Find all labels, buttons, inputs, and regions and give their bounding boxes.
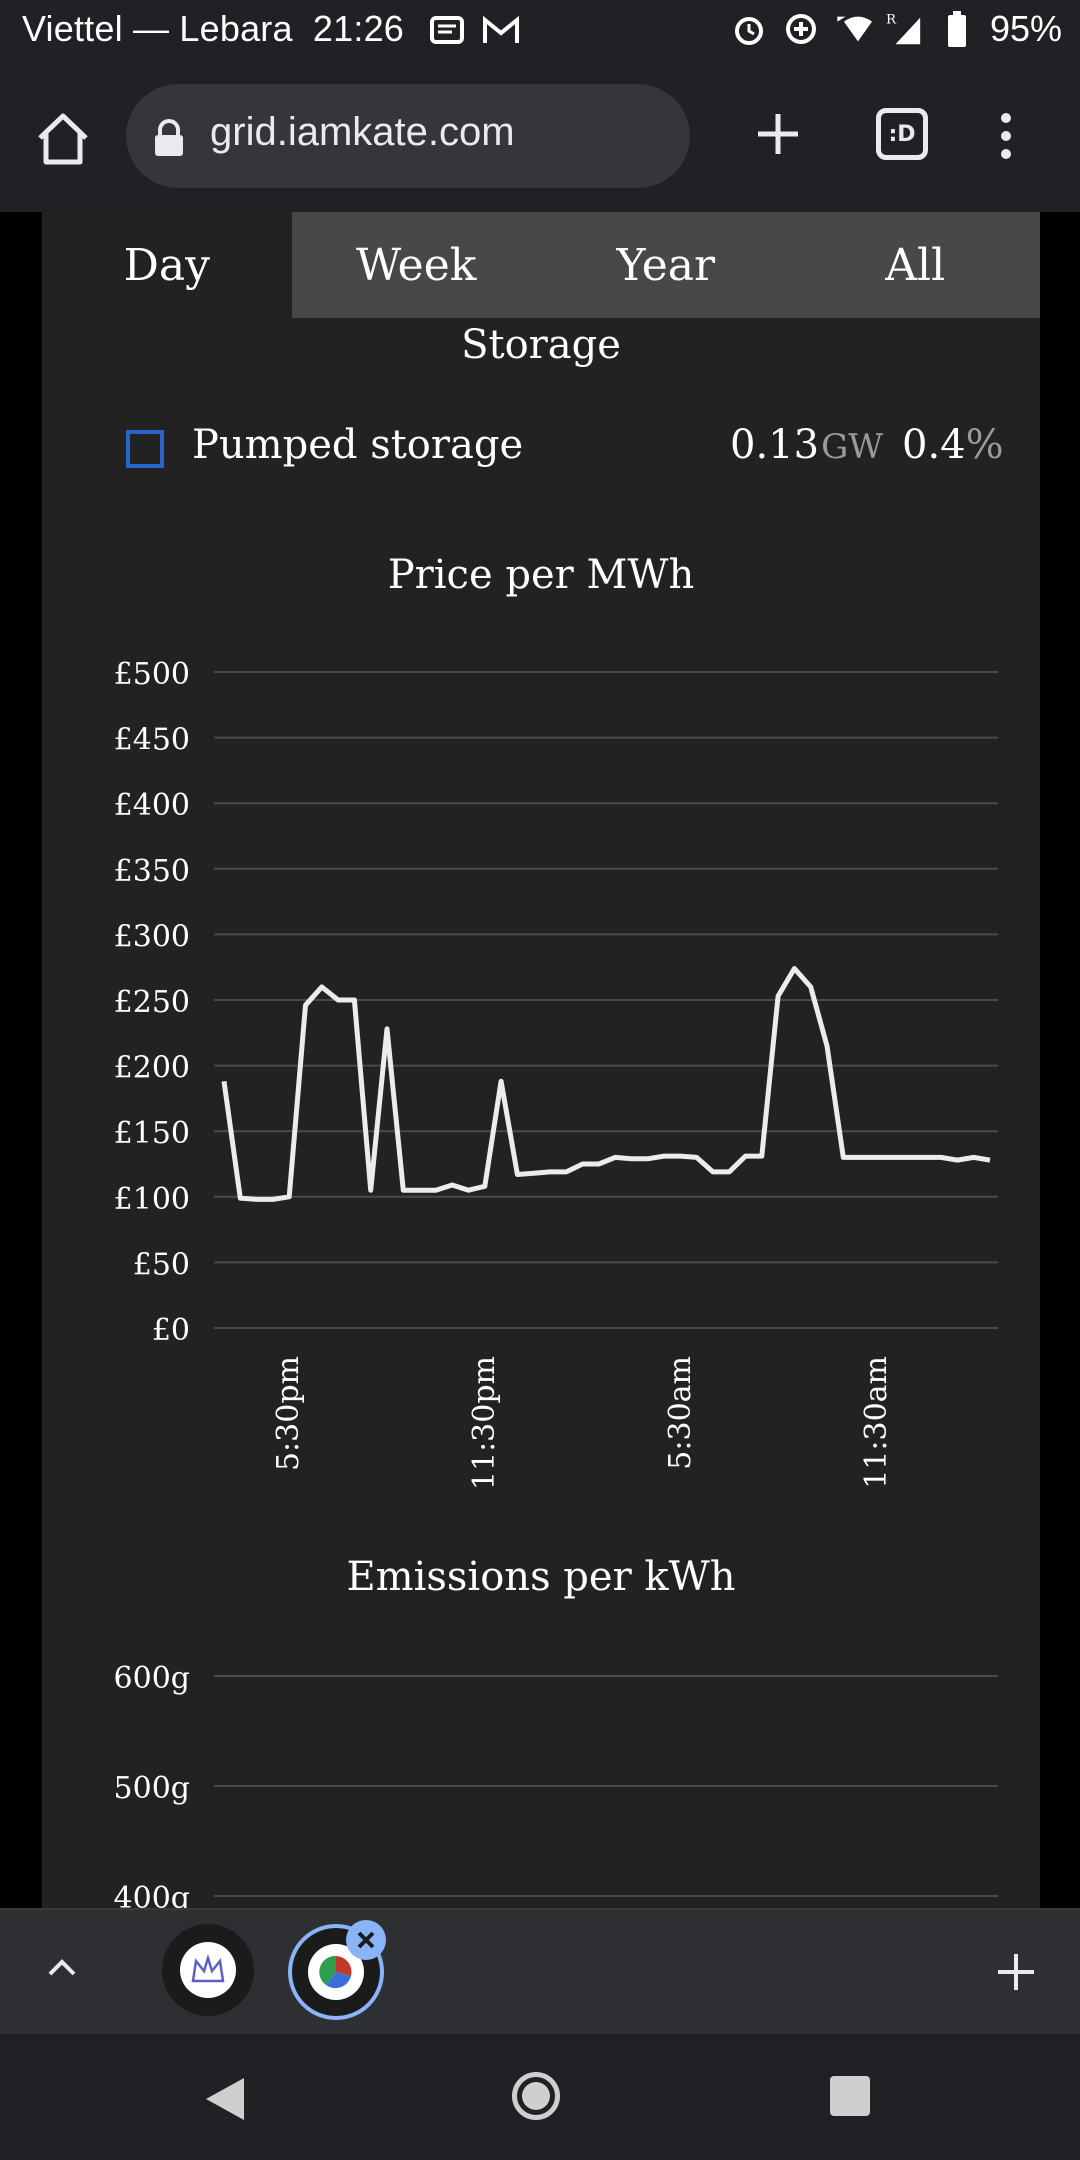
storage-percent-number: 0.4 — [902, 422, 966, 468]
close-tab-button[interactable] — [346, 1920, 386, 1960]
emissions-y-tick-label: 400g — [114, 1881, 190, 1908]
home-nav-button[interactable] — [512, 2072, 560, 2120]
overflow-menu-button[interactable] — [994, 106, 1018, 166]
storage-value-unit: GW — [821, 427, 884, 467]
home-icon — [38, 113, 88, 165]
tab-switcher-button[interactable]: :D — [876, 108, 928, 160]
price-x-tick-label: 11:30am — [859, 1356, 894, 1489]
expand-tabs-button[interactable] — [40, 1946, 84, 1990]
address-bar[interactable]: grid.iamkate.com — [126, 84, 690, 188]
pie-chart-icon — [319, 1955, 352, 1989]
browser-toolbar: grid.iamkate.com :D — [0, 64, 1080, 214]
gmail-icon — [482, 12, 520, 50]
carrier-name: Viettel — Lebara — [22, 8, 293, 49]
storage-item-value: 0.13GW — [730, 422, 883, 468]
tab-all[interactable]: All — [790, 212, 1040, 318]
tab-thumbnail-2[interactable] — [288, 1924, 384, 2020]
storage-title: Storage — [461, 322, 621, 368]
signal-icon: R — [886, 10, 924, 48]
data-saver-icon — [782, 10, 820, 48]
emissions-chart: 600g 500g 400g — [114, 1661, 998, 1908]
price-y-tick-label: £300 — [114, 919, 190, 954]
tab-week[interactable]: Week — [291, 212, 541, 318]
emissions-chart-title: Emissions per kWh — [346, 1554, 736, 1600]
period-tabs: Day Week Year All — [42, 212, 1040, 318]
new-tab-strip-button[interactable] — [994, 1950, 1038, 1994]
wifi-icon — [834, 10, 872, 48]
url-text: grid.iamkate.com — [210, 110, 515, 154]
alarm-icon — [730, 10, 768, 48]
web-page: Day Week Year All Storage Pumped storage… — [0, 212, 1080, 1908]
system-icons: R 95% — [730, 8, 1062, 50]
close-icon — [357, 1931, 375, 1949]
plus-icon — [998, 1954, 1034, 1990]
status-left: Viettel — Lebara 21:26 — [22, 8, 414, 50]
price-y-tick-label: £200 — [114, 1051, 190, 1086]
storage-item-percent: 0.4% — [902, 422, 1004, 468]
price-y-tick-label: £400 — [114, 788, 190, 823]
new-tab-button[interactable] — [748, 104, 808, 164]
price-y-tick-label: £350 — [114, 854, 190, 889]
price-y-tick-label: £150 — [114, 1116, 190, 1151]
roaming-indicator: R — [886, 12, 897, 27]
price-series-line — [221, 966, 991, 1202]
crown-logo-icon — [191, 1955, 225, 1983]
home-button[interactable] — [32, 108, 94, 170]
storage-percent-unit: % — [965, 422, 1004, 468]
price-y-tick-label: £0 — [152, 1313, 190, 1348]
legend-checkbox[interactable] — [126, 430, 164, 468]
status-bar: Viettel — Lebara 21:26 R 95% — [0, 0, 1080, 64]
price-y-tick-label: £450 — [114, 723, 190, 758]
price-y-tick-label: £50 — [133, 1247, 190, 1282]
emissions-y-tick-label: 600g — [114, 1661, 190, 1696]
battery-icon — [938, 10, 976, 48]
price-x-tick-label: 5:30pm — [271, 1356, 306, 1471]
price-x-tick-label: 11:30pm — [467, 1356, 502, 1490]
back-triangle-icon — [206, 2078, 244, 2120]
price-y-tick-label: £250 — [114, 985, 190, 1020]
plus-icon — [758, 114, 798, 154]
battery-percent: 95% — [989, 8, 1062, 49]
price-chart: £500 £450 £400 £350 £300 £250 £200 £150 £100 £50 £… — [114, 657, 998, 1490]
tab-day[interactable]: Day — [42, 212, 292, 318]
storage-item-name: Pumped storage — [192, 422, 524, 468]
content-panel: Day Week Year All Storage Pumped storage… — [42, 212, 1040, 1908]
price-y-tick-label: £500 — [114, 657, 190, 692]
more-vert-icon — [1001, 113, 1011, 159]
lock-icon — [152, 118, 186, 158]
chevron-up-icon — [48, 1959, 76, 1976]
price-y-tick-label: £100 — [114, 1182, 190, 1217]
storage-item-pumped[interactable]: Pumped storage 0.13GW 0.4% — [126, 418, 1006, 478]
recents-button[interactable] — [830, 2076, 870, 2116]
price-chart-title: Price per MWh — [387, 552, 695, 598]
tab-strip — [0, 1908, 1080, 2034]
notification-icons — [428, 12, 520, 50]
back-button[interactable] — [204, 2076, 246, 2126]
tab-thumbnail-1[interactable] — [162, 1924, 254, 2016]
tab-year[interactable]: Year — [541, 212, 791, 318]
system-nav-bar — [0, 2034, 1080, 2160]
message-icon — [428, 12, 466, 50]
emissions-y-tick-label: 500g — [114, 1771, 190, 1806]
site-favicon — [180, 1942, 236, 1998]
price-x-tick-label: 5:30am — [663, 1356, 698, 1470]
storage-value-number: 0.13 — [730, 422, 820, 468]
clock: 21:26 — [312, 8, 405, 49]
